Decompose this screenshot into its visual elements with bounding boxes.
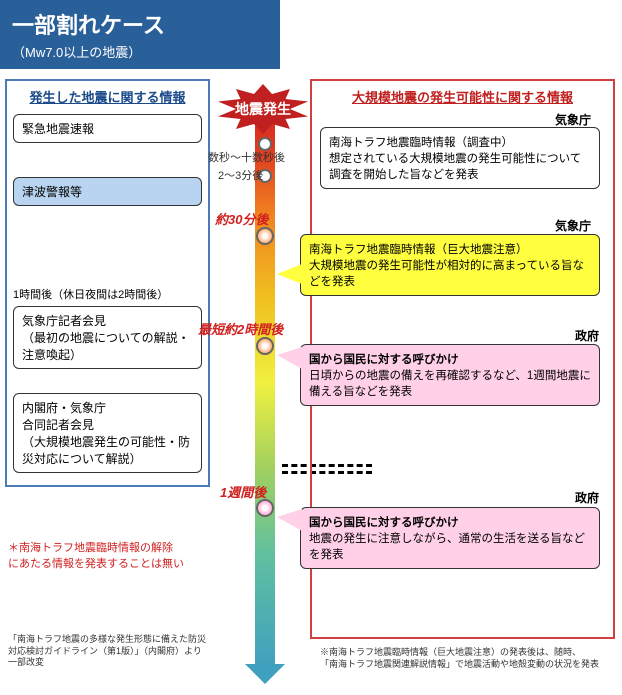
note-footer: ※南海トラフ地震臨時情報（巨大地震注意）の発表後は、随時、 「南海トラフ地震関連… bbox=[320, 647, 599, 670]
agency-label-3: 政府 bbox=[575, 327, 599, 344]
timeline-arrow-tip bbox=[245, 664, 285, 684]
header-subtitle: （Mw7.0以上の地震） bbox=[12, 42, 268, 61]
diagram-main: 発生した地震に関する情報 緊急地震速報 津波警報等 1時間後（休日夜間は2時間後… bbox=[0, 69, 622, 679]
timeline-marker-3 bbox=[256, 227, 274, 245]
time-label-5: 1週間後 bbox=[220, 482, 266, 501]
callout-govt-1-tail bbox=[277, 347, 302, 369]
note-red-disclaimer: ＊南海トラフ地震臨時情報の解除 にあたる情報を発表することは無い bbox=[8, 539, 184, 571]
callout-investigation: 南海トラフ地震臨時情報（調査中） 想定されている大規模地震の発生可能性について調… bbox=[320, 127, 600, 189]
box-jma-conference: 気象庁記者会見 （最初の地震についての解説・注意喚起） bbox=[13, 306, 202, 369]
agency-label-4: 政府 bbox=[575, 489, 599, 506]
right-column-title: 大規模地震の発生可能性に関する情報 bbox=[318, 87, 607, 106]
callout-govt-2: 国から国民に対する呼びかけ 地震の発生に注意しながら、通常の生活を送る旨などを発… bbox=[300, 507, 600, 569]
left-time-note: 1時間後（休日夜間は2時間後） bbox=[13, 286, 202, 302]
callout-govt-1: 国から国民に対する呼びかけ 日頃からの地震の備えを再確認するなど、1週間地震に備… bbox=[300, 344, 600, 406]
agency-label-1: 気象庁 bbox=[555, 111, 591, 128]
timeline-marker-4 bbox=[256, 337, 274, 355]
left-column-title: 発生した地震に関する情報 bbox=[13, 87, 202, 106]
callout-govt-2-tail bbox=[277, 509, 302, 531]
callout-govt-2-body: 地震の発生に注意しながら、通常の生活を送る旨などを発表 bbox=[309, 530, 591, 562]
header-banner: 一部割れケース （Mw7.0以上の地震） bbox=[0, 0, 280, 69]
time-label-1: 数秒～十数秒後 bbox=[208, 149, 285, 165]
timeline-gradient-bar bbox=[255, 99, 275, 669]
callout-govt-1-body: 日頃からの地震の備えを再確認するなど、1週間地震に備える旨などを発表 bbox=[309, 367, 591, 399]
box-joint-conference: 内閣府・気象庁 合同記者会見 （大規模地震発生の可能性・防災対応について解説） bbox=[13, 393, 202, 473]
note-source: 「南海トラフ地震の多様な発生形態に備えた防災 対応検討ガイドライン（第1版）」（… bbox=[8, 634, 206, 669]
burst-earthquake: 地震発生 bbox=[218, 84, 308, 134]
header-title: 一部割れケース bbox=[12, 8, 268, 40]
callout-caution: 南海トラフ地震臨時情報（巨大地震注意） 大規模地震の発生可能性が相対的に高まって… bbox=[300, 234, 600, 296]
box-emergency-alert: 緊急地震速報 bbox=[13, 114, 202, 143]
agency-label-2: 気象庁 bbox=[555, 217, 591, 234]
callout-govt-1-title: 国から国民に対する呼びかけ bbox=[309, 351, 591, 367]
time-label-2: 2～3分後 bbox=[218, 167, 263, 183]
time-label-4: 最短約2時間後 bbox=[198, 319, 283, 338]
box-tsunami-warning: 津波警報等 bbox=[13, 177, 202, 206]
callout-govt-2-title: 国から国民に対する呼びかけ bbox=[309, 514, 591, 530]
callout-caution-tail bbox=[277, 264, 302, 284]
left-column: 発生した地震に関する情報 緊急地震速報 津波警報等 1時間後（休日夜間は2時間後… bbox=[5, 79, 210, 487]
timeline-marker-5 bbox=[256, 499, 274, 517]
time-label-3: 約30分後 bbox=[215, 209, 268, 228]
